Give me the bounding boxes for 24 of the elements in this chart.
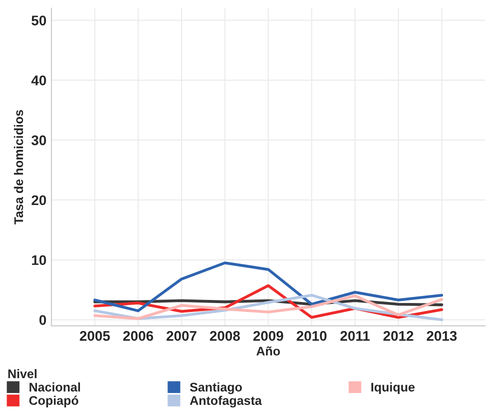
legend-label: Antofagasta — [190, 396, 262, 408]
legend-label: Copiapó — [29, 396, 78, 408]
x-tick-label: 2007 — [166, 331, 196, 341]
line-series — [93, 261, 444, 312]
legend-label: Santiago — [190, 382, 242, 394]
y-tick-label: 10 — [32, 255, 46, 266]
y-tick-label: 0 — [39, 315, 46, 325]
y-axis-title: Tasa de homicidios — [14, 110, 24, 224]
x-tick-label: 2012 — [383, 331, 414, 341]
legend-label: Iquique — [371, 382, 415, 394]
x-axis-title: Año — [256, 346, 280, 356]
x-tick-label: 2006 — [123, 331, 154, 341]
x-tick-label: 2010 — [296, 331, 327, 341]
legend-label: Nacional — [30, 382, 80, 392]
y-tick-label: 40 — [31, 76, 46, 86]
x-tick-label: 2008 — [210, 331, 240, 341]
x-tick-label: 2011 — [340, 331, 370, 341]
x-tick-label: 2013 — [426, 331, 457, 341]
x-tick-label: 2005 — [80, 331, 110, 341]
y-tick-label: 20 — [32, 195, 46, 206]
legend-title: Nivel — [8, 369, 36, 378]
x-tick-label: 2009 — [253, 331, 284, 341]
y-tick-label: 30 — [31, 135, 46, 146]
y-tick-label: 50 — [32, 16, 46, 26]
